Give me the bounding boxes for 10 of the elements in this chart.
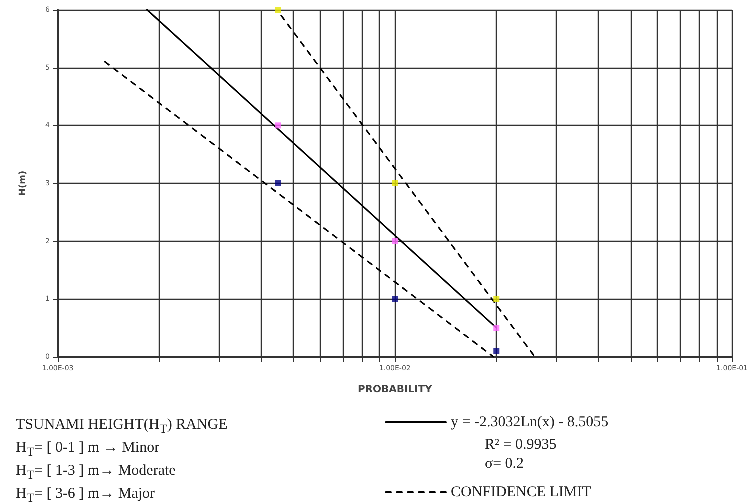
text: H$_{T}$= [ 0-1 ] m → Minor [16,439,161,461]
text: σ= 0.2 [485,455,526,474]
legend-label: CONFIDENCE LIMIT [451,484,592,500]
x-axis-title: PROBABILITY [358,384,434,396]
text: H$_{T}$= [ 3-6 ] m→ Major [16,485,156,504]
y-axis-title: H(m) [18,170,28,196]
legend-label: y = -2.3032Ln(x) - 8.5055 [451,414,609,430]
text: TSUNAMI HEIGHT(H$_{T}$) RANGE [16,416,228,438]
text: R² = 0.9935 [485,436,557,455]
text: H$_{T}$= [ 1-3 ] m→ Moderate [16,462,177,484]
